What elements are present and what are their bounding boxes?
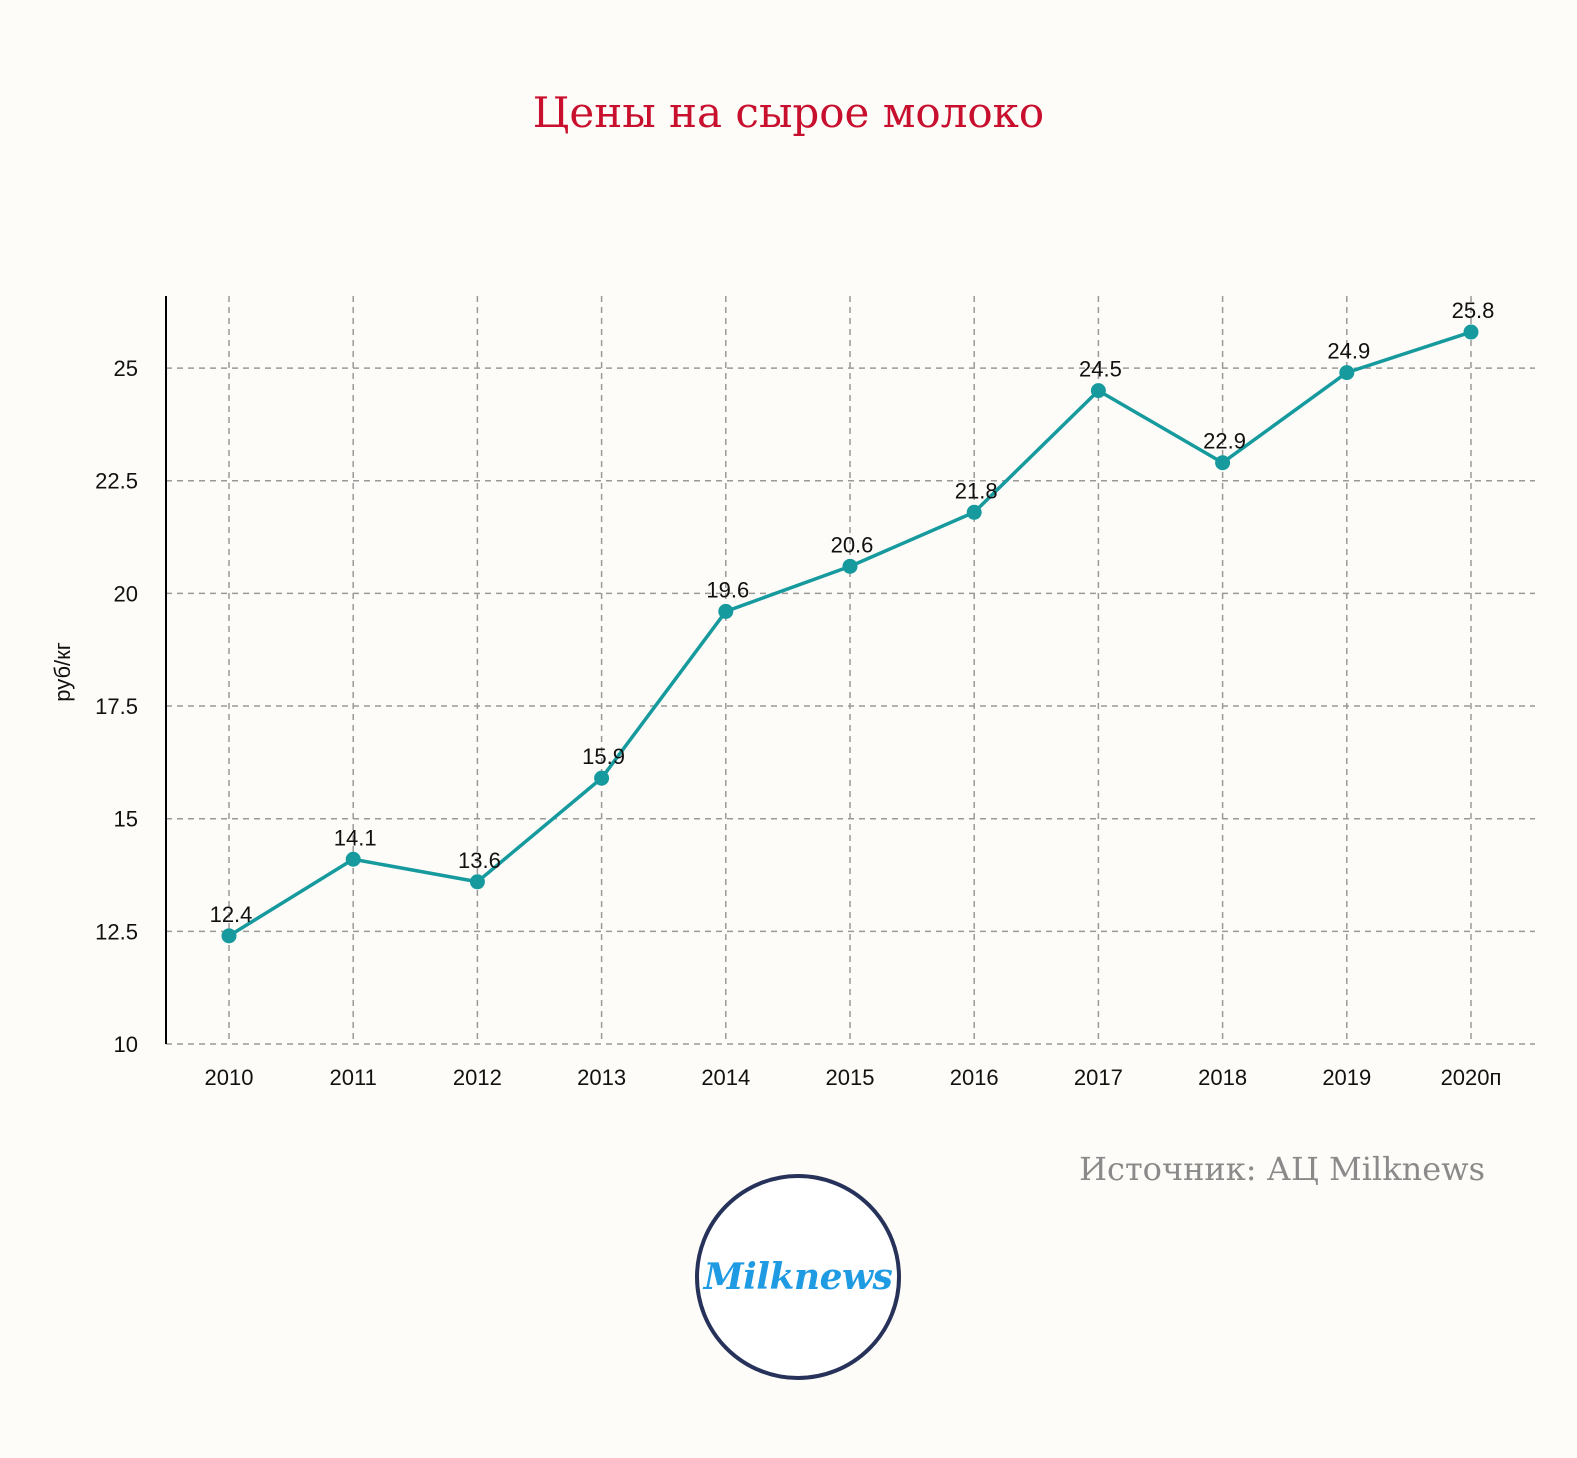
source-note: Источник: АЦ Milknews <box>1079 1150 1485 1188</box>
y-tick-label: 15 <box>114 807 138 832</box>
x-tick-label: 2020п <box>1441 1065 1502 1090</box>
data-label: 13.6 <box>458 848 501 873</box>
data-label: 24.5 <box>1079 357 1122 382</box>
data-label: 25.8 <box>1452 298 1495 323</box>
data-point <box>594 770 610 786</box>
x-tick-label: 2016 <box>950 1065 999 1090</box>
data-points <box>221 324 1479 944</box>
chart-title: Цены на сырое молоко <box>532 88 1045 137</box>
y-tick-label: 10 <box>114 1032 138 1057</box>
y-tick-label: 22.5 <box>95 469 138 494</box>
milknews-logo: Milknews <box>695 1174 901 1380</box>
grid <box>166 296 1535 1045</box>
y-tick-label: 20 <box>114 581 138 606</box>
data-point <box>842 558 858 574</box>
data-label: 14.1 <box>334 825 377 850</box>
y-tick-label: 25 <box>114 356 138 381</box>
data-point <box>221 928 237 944</box>
y-axis-title: руб/кг <box>50 642 75 702</box>
x-tick-label: 2010 <box>205 1065 254 1090</box>
axes: руб/кг <box>50 296 167 1044</box>
x-tick-label: 2013 <box>577 1065 626 1090</box>
data-label: 21.8 <box>955 478 998 503</box>
x-tick-label: 2018 <box>1198 1065 1247 1090</box>
x-tick-label: 2014 <box>701 1065 750 1090</box>
x-tick-label: 2019 <box>1322 1065 1371 1090</box>
data-point <box>966 504 982 520</box>
data-point <box>1463 324 1479 340</box>
data-point <box>469 874 485 890</box>
y-tick-label: 12.5 <box>95 919 138 944</box>
y-tick-label: 17.5 <box>95 694 138 719</box>
data-labels: 12.4 14.1 13.6 15.9 19.6 20.6 21.8 24.5 22.9 24.9… <box>210 298 1495 927</box>
data-point <box>1339 365 1355 381</box>
x-tick-label: 2017 <box>1074 1065 1123 1090</box>
data-label: 15.9 <box>582 744 625 769</box>
data-label: 12.4 <box>210 902 253 927</box>
logo-text: Milknews <box>703 1256 893 1298</box>
data-point <box>345 851 361 867</box>
data-point <box>1090 383 1106 399</box>
x-tick-label: 2015 <box>826 1065 875 1090</box>
tick-labels: 10 12.5 15 17.5 20 22.5 25 2010 2011 2012 2013 2014… <box>95 356 1501 1090</box>
data-point <box>1215 455 1231 471</box>
data-label: 22.9 <box>1203 429 1246 454</box>
x-tick-label: 2012 <box>453 1065 502 1090</box>
data-label: 20.6 <box>831 532 874 557</box>
data-label: 19.6 <box>706 577 749 602</box>
data-label: 24.9 <box>1327 339 1370 364</box>
data-point <box>718 603 734 619</box>
x-tick-label: 2011 <box>330 1065 377 1090</box>
